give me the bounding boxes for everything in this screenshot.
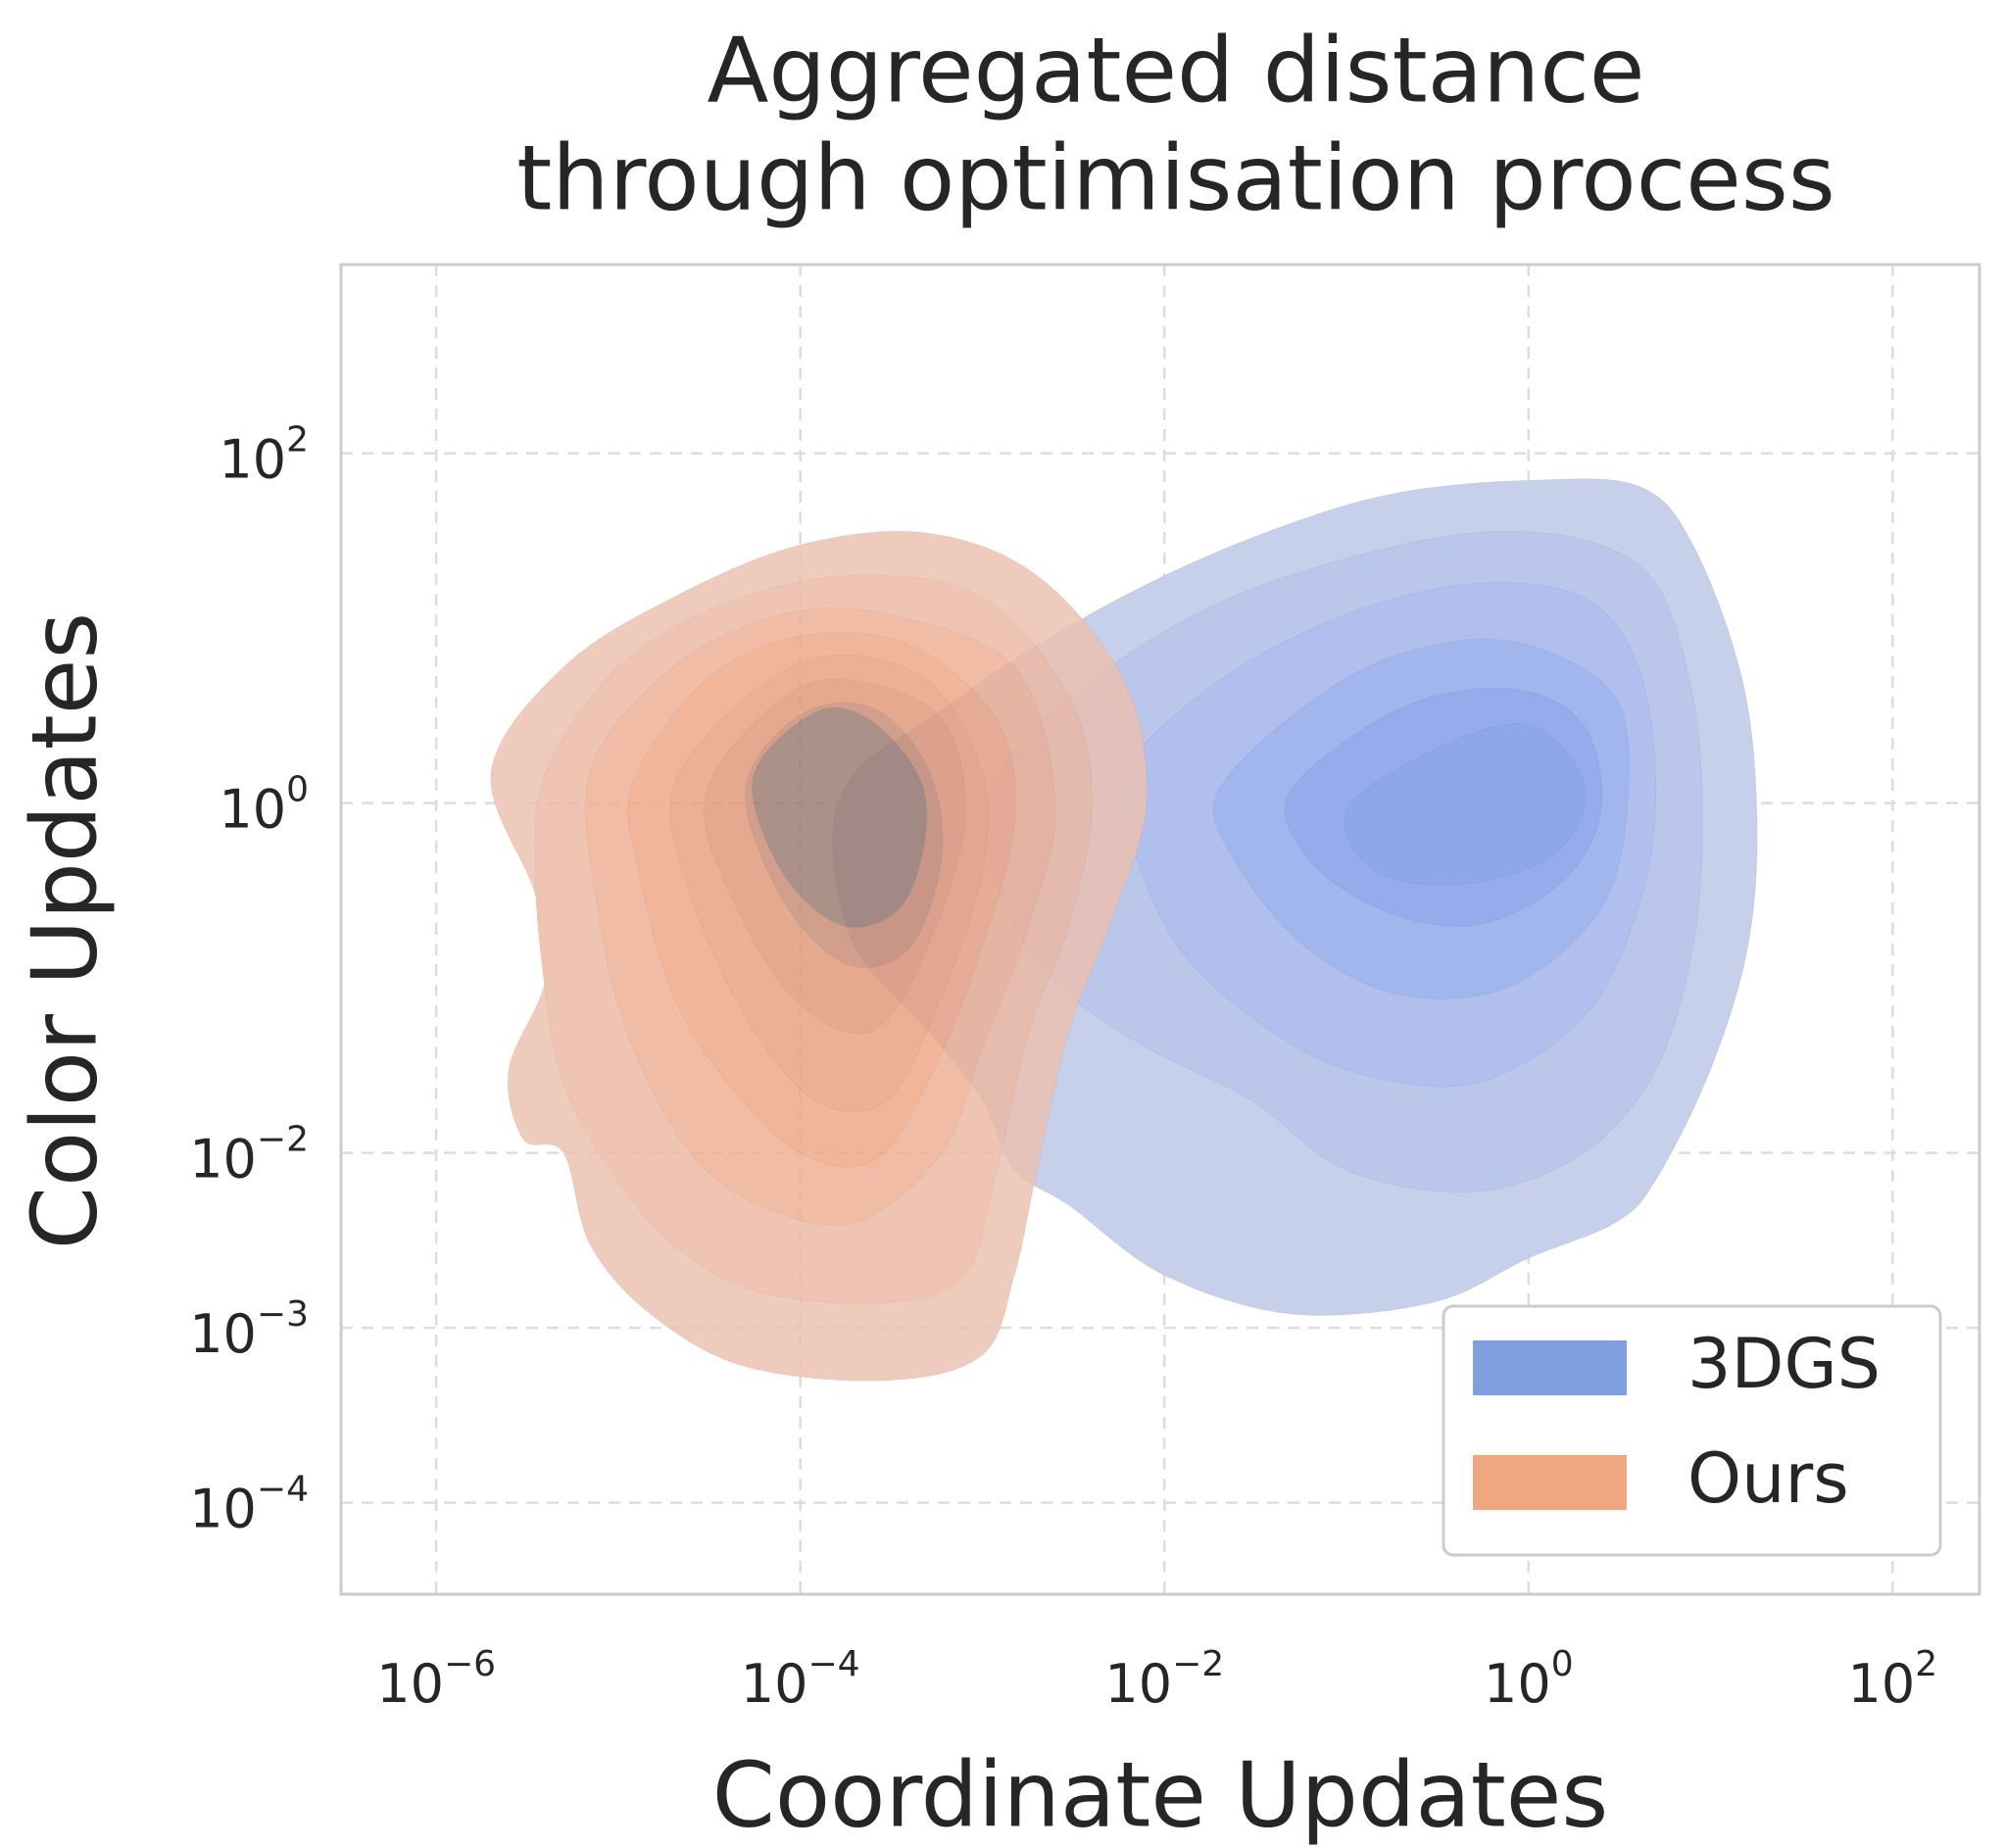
series-ours-contours [490, 530, 1149, 1382]
x-tick-label-1: 10−4 [741, 1644, 860, 1715]
x-axis-label: Coordinate Updates [712, 1742, 1609, 1847]
x-tick-label-0: 10−6 [376, 1644, 496, 1715]
y-axis-label: Color Updates [12, 612, 117, 1250]
legend-label-ours: Ours [1687, 1438, 1849, 1519]
ours-contour-level-7 [752, 706, 928, 928]
y-tick-label-2: 10−2 [189, 1120, 309, 1191]
legend-label-3dgs: 3DGS [1687, 1324, 1881, 1404]
plot-frame [339, 263, 1981, 1596]
y-tick-label-0: 10−4 [189, 1470, 309, 1540]
chart-title-line-1: Aggregated distance [707, 18, 1644, 122]
y-axis-ticks: 10−4 10−3 10−2 100 102 [189, 420, 309, 1540]
x-tick-label-2: 10−2 [1104, 1644, 1224, 1715]
y-tick-label-4: 102 [219, 420, 309, 491]
legend-swatch-ours [1473, 1455, 1627, 1510]
legend: 3DGS Ours [1442, 1304, 1942, 1557]
y-tick-label-1: 10−3 [189, 1294, 309, 1365]
3dgs-contour-level-5 [1344, 723, 1586, 886]
x-tick-label-4: 102 [1848, 1644, 1938, 1715]
legend-swatch-3dgs [1473, 1340, 1627, 1395]
chart-title-line-2: through optimisation process [516, 125, 1835, 230]
x-axis-ticks: 10−6 10−4 10−2 100 102 [376, 1644, 1937, 1715]
x-tick-label-3: 100 [1484, 1644, 1574, 1715]
y-tick-label-3: 100 [219, 770, 309, 841]
